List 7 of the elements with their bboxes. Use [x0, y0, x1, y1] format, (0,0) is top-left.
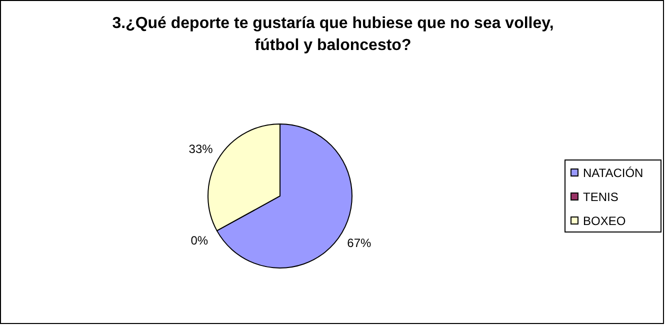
text: 0% [190, 233, 208, 248]
legend-label: NATACIÓN [583, 166, 644, 180]
legend-label: BOXEO [583, 214, 626, 228]
legend-label: TENIS [583, 190, 618, 204]
data-label: 33% [188, 142, 214, 156]
chart-title: 3.¿Qué deporte te gustaría que hubiese que no sea volley, fútbol y baloncesto? [112, 15, 554, 54]
data-label: 67% [347, 236, 372, 250]
